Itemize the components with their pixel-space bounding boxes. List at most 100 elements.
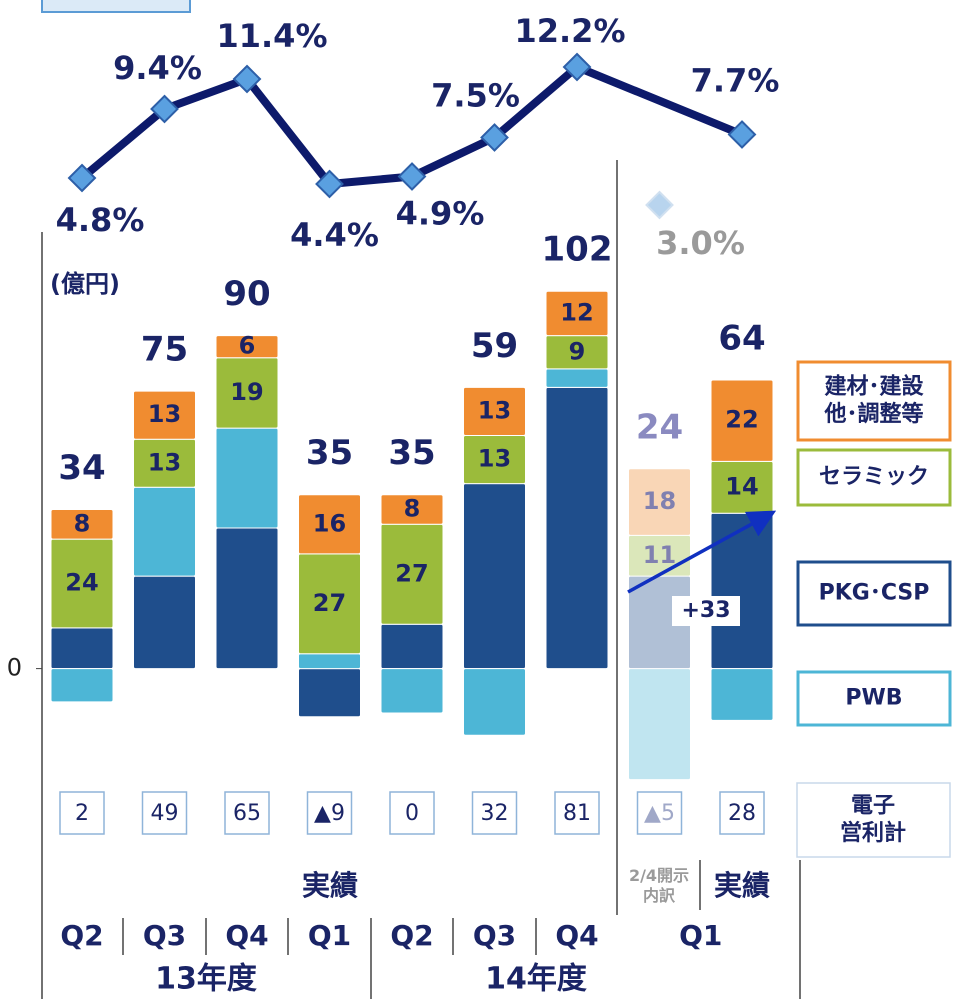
margin-point: [315, 169, 344, 199]
margin-label: 4.9%: [396, 195, 485, 233]
margin-point: [397, 162, 427, 191]
electronics-box: [471, 791, 518, 835]
margin-label: 12.2%: [514, 12, 625, 50]
bar-segment: [215, 427, 279, 529]
bar-segment: [50, 668, 114, 703]
margin-label: 4.8%: [56, 201, 145, 239]
segment-label: 13: [478, 445, 511, 473]
total-label: 59: [471, 326, 518, 366]
bar-segment: [463, 668, 526, 736]
margin-label: 3.0%: [656, 224, 745, 262]
bar-segment: [545, 386, 609, 670]
frame-lines: [41, 160, 801, 999]
electronics-name: 電子営利計: [840, 793, 906, 846]
segment-label: 11: [643, 541, 676, 569]
y-tick-label: 0: [7, 654, 22, 682]
legend-label: PWB: [845, 686, 902, 711]
header-box: [41, 0, 191, 13]
segment-label: 19: [230, 378, 263, 406]
bar-segment: [710, 512, 774, 670]
margin-label: 11.4%: [216, 17, 327, 55]
bar-segment: [298, 494, 361, 555]
segment-label: 27: [313, 589, 346, 617]
segment-label: 12: [560, 298, 593, 326]
x-tick-label: Q2: [60, 919, 103, 952]
total-label: 24: [636, 407, 683, 447]
total-label: 102: [542, 230, 613, 270]
margin-label: 7.5%: [431, 77, 520, 115]
electronics-label: 32: [481, 801, 509, 826]
segment-label: 8: [404, 495, 421, 523]
electronics-box: [636, 791, 683, 835]
total-label: 35: [306, 433, 353, 473]
electronics-box: [554, 791, 600, 835]
electronics-label: ▲9: [314, 801, 345, 826]
bar-segment: [133, 486, 196, 577]
electronics-label: 2: [75, 801, 89, 826]
electronics-box: [59, 791, 105, 835]
segment-label: 8: [74, 509, 91, 537]
annotation: +33: [681, 598, 730, 623]
total-label: 90: [223, 274, 270, 314]
bar-segment: [298, 668, 361, 718]
bar-segment: [628, 668, 691, 781]
bar-segment: [215, 527, 279, 670]
x-tick-label: Q1: [308, 919, 351, 952]
margin-point: [562, 52, 592, 82]
margin-point: [727, 120, 757, 149]
annotation-box: [672, 596, 740, 626]
segment-label: 6: [239, 332, 256, 360]
year-label: 13年度: [155, 962, 257, 997]
bar-segment: [380, 668, 444, 714]
electronics-box: [389, 791, 435, 835]
x-tick-label: Q3: [473, 919, 516, 952]
margin-label: 7.7%: [691, 62, 780, 100]
bar-segment: [710, 379, 774, 462]
margin-point: [480, 123, 509, 152]
bar-segment: [380, 623, 444, 670]
electronics-box: [719, 791, 765, 835]
margin-point: [150, 94, 179, 124]
legend-box: [796, 448, 952, 507]
bar-segment: [50, 509, 114, 540]
segment-label: 9: [569, 337, 586, 365]
legend-box: [796, 360, 952, 442]
total-label: 35: [388, 433, 435, 473]
bar-segment: [133, 390, 196, 440]
segment-label: 16: [313, 509, 346, 537]
legend-label: PKG･CSP: [819, 581, 930, 606]
legend-label: 建材･建設他･調整等: [823, 373, 924, 427]
electronics-label: 28: [728, 801, 756, 826]
legend-label: セラミック: [819, 465, 929, 490]
margin-label: 4.4%: [290, 216, 379, 254]
total-label: 75: [141, 330, 188, 370]
segment-label: 13: [148, 448, 181, 476]
total-label: 34: [58, 448, 105, 488]
margin-label: 9.4%: [113, 49, 202, 87]
electronics-label: ▲5: [644, 801, 675, 826]
total-label: 64: [718, 319, 765, 359]
bar-segment: [545, 368, 609, 388]
legend-box: [796, 560, 952, 627]
segment-label: 24: [65, 569, 98, 597]
margin-point: [232, 64, 262, 94]
segment-label: 13: [478, 396, 511, 424]
electronics-box: [306, 791, 353, 835]
bar-segment: [545, 290, 609, 337]
segment-label: 22: [725, 406, 758, 434]
x-tick-label: Q4: [225, 919, 268, 952]
x-tick-label: Q2: [390, 919, 433, 952]
status-label: 実績: [302, 869, 358, 902]
bar-segment: [380, 494, 444, 525]
year-label: 14年度: [485, 962, 587, 997]
margin-point: [67, 163, 97, 193]
bar-segment: [463, 483, 526, 670]
electronics-label: 81: [563, 801, 591, 826]
x-tick-label: Q4: [555, 919, 598, 952]
segment-label: 13: [148, 400, 181, 428]
bar-segment: [710, 668, 774, 721]
electronics-label: 49: [151, 801, 179, 826]
segment-label: 27: [395, 559, 428, 587]
